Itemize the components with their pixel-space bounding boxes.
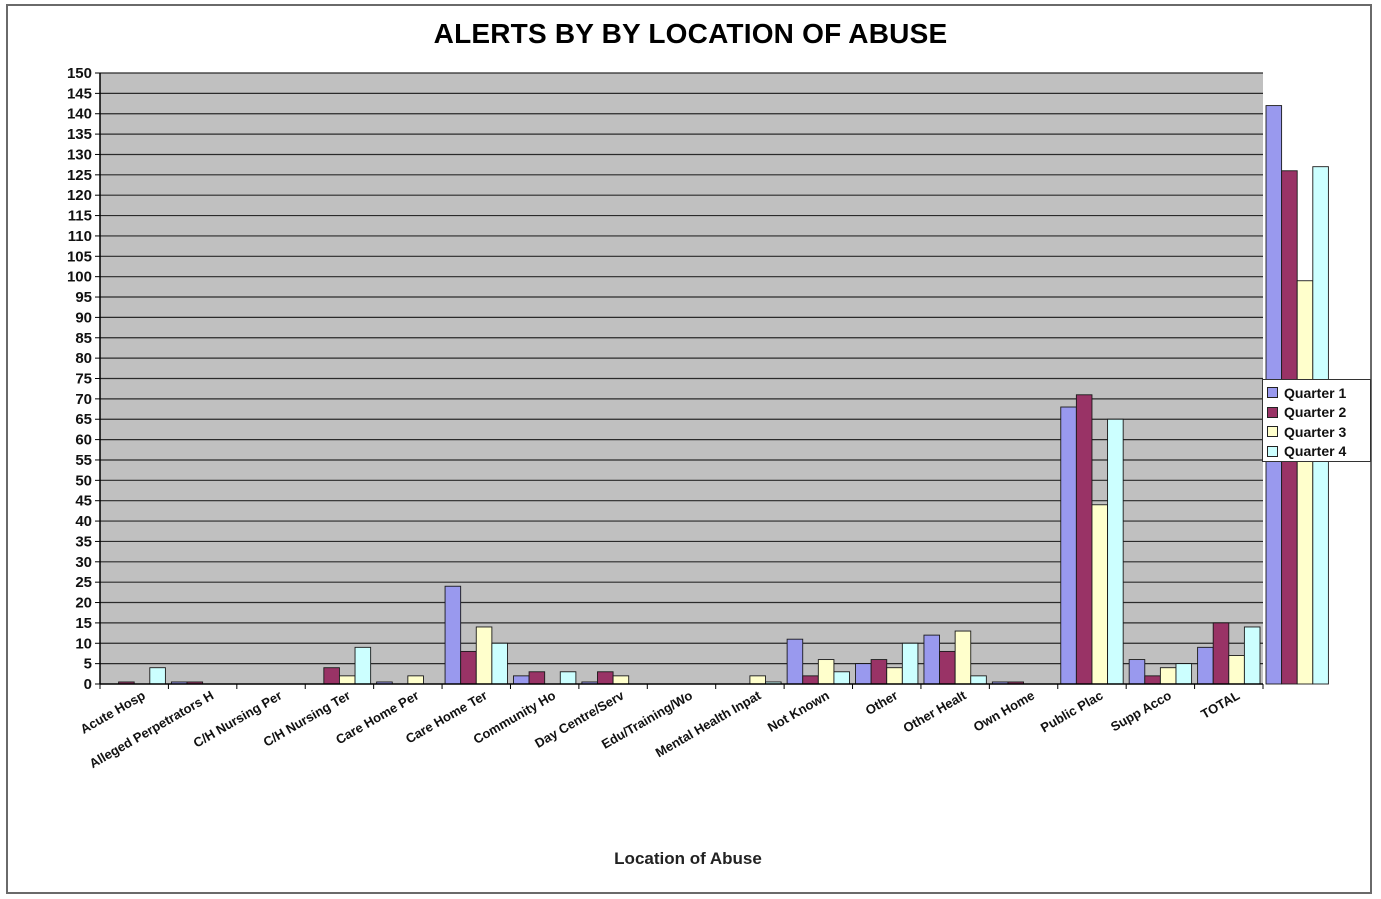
x-category-label: Own Home [971, 688, 1037, 735]
y-tick-label: 95 [75, 289, 92, 306]
bar-quarter-2 [1075, 394, 1093, 685]
bar-quarter-1 [1197, 646, 1214, 685]
bar-quarter-3 [407, 675, 424, 685]
bar-quarter-3 [1091, 504, 1109, 685]
bar-quarter-3 [886, 667, 903, 685]
y-tick-label: 35 [75, 533, 92, 550]
legend-label-q4: Quarter 4 [1284, 443, 1347, 460]
bar-quarter-4 [901, 642, 919, 685]
legend-label-q1: Quarter 1 [1284, 384, 1347, 401]
y-tick-label: 30 [75, 554, 92, 571]
y-tick-label: 10 [75, 635, 92, 652]
bar-quarter-4 [833, 671, 850, 685]
bar-quarter-4 [1175, 663, 1193, 685]
y-tick-label: 40 [75, 513, 92, 530]
y-tick-label: 100 [67, 269, 92, 286]
bar-quarter-2 [1212, 622, 1230, 685]
x-category-label: TOTAL [1198, 688, 1242, 722]
y-tick-label: 70 [75, 391, 92, 408]
bar-quarter-3 [612, 675, 630, 685]
legend-item-q4: Quarter 4 [1267, 442, 1366, 462]
bar-quarter-2 [870, 659, 888, 685]
bar-quarter-2 [1144, 675, 1161, 685]
bar-quarter-3 [749, 675, 766, 685]
legend-swatch-q4 [1267, 445, 1278, 457]
legend: Quarter 1 Quarter 2 Quarter 3 Quarter 4 [1262, 379, 1371, 462]
bar-quarter-1 [1060, 406, 1077, 685]
bar-quarter-1 [855, 663, 872, 685]
y-tick-label: 120 [67, 187, 92, 204]
x-category-label: Alleged Perpetrators H [87, 688, 217, 771]
y-tick-label: 20 [75, 595, 92, 612]
y-tick-label: 75 [75, 371, 92, 388]
bar-quarter-2 [939, 650, 956, 685]
y-tick-label: 110 [68, 228, 92, 245]
bar-quarter-1 [513, 675, 530, 685]
bar-quarter-1 [786, 638, 804, 685]
bar-quarter-3 [475, 626, 493, 685]
y-tick-label: 125 [67, 167, 92, 184]
x-category-label: Supp Acco [1108, 688, 1174, 735]
legend-label-q3: Quarter 3 [1284, 423, 1347, 440]
bar-quarter-1 [1128, 659, 1146, 685]
bar-quarter-4 [354, 646, 372, 685]
chart-title: ALERTS BY BY LOCATION OF ABUSE [433, 18, 948, 49]
x-category-label: Not Known [765, 688, 832, 735]
bar-quarter-3 [817, 659, 835, 685]
bar-quarter-3 [338, 675, 356, 685]
bar-quarter-1 [923, 634, 940, 685]
y-tick-label: 150 [67, 65, 92, 82]
y-tick-label: 65 [75, 411, 92, 428]
y-tick-label: 90 [75, 309, 92, 326]
y-tick-label: 55 [75, 452, 92, 469]
bar-quarter-1 [444, 585, 462, 685]
bar-quarter-4 [1243, 626, 1261, 685]
y-tick-label: 50 [75, 472, 92, 489]
legend-item-q2: Quarter 2 [1267, 403, 1366, 423]
x-category-label: Other Healt [900, 687, 969, 735]
bar-quarter-2 [528, 671, 546, 685]
bar-quarter-2 [323, 667, 340, 685]
y-tick-label: 60 [75, 432, 92, 449]
y-axis-ticks: 0 5 10 15 20 25 30 35 40 45 50 55 60 65 70 75 80 85 90 95 10… [67, 65, 100, 693]
y-tick-label: 130 [67, 146, 92, 163]
y-tick-label: 85 [75, 330, 92, 347]
bar-quarter-4 [149, 667, 166, 685]
x-category-label: Other [863, 688, 901, 718]
legend-swatch-q2 [1267, 406, 1278, 418]
y-tick-label: 145 [67, 85, 92, 102]
bar-quarter-3 [954, 630, 972, 685]
bar-quarter-3 [1296, 280, 1314, 685]
bar-quarter-4 [1107, 418, 1124, 685]
bar-quarter-4 [559, 671, 577, 685]
y-tick-label: 105 [67, 248, 92, 265]
bar-quarter-3 [1228, 655, 1245, 685]
bar-quarter-4 [970, 675, 987, 685]
x-axis-title: Location of Abuse [614, 849, 762, 868]
legend-item-q1: Quarter 1 [1267, 383, 1366, 403]
y-tick-label: 5 [84, 656, 92, 673]
y-tick-label: 80 [75, 350, 92, 367]
y-tick-label: 0 [84, 676, 92, 693]
y-tick-label: 140 [67, 106, 92, 123]
y-tick-label: 15 [75, 615, 92, 632]
bar-quarter-2 [802, 675, 819, 685]
bar-quarter-3 [1159, 667, 1177, 685]
x-category-label: Public Plac [1038, 688, 1106, 736]
legend-label-q2: Quarter 2 [1284, 404, 1347, 421]
legend-item-q3: Quarter 3 [1267, 422, 1366, 442]
y-tick-label: 25 [75, 574, 92, 591]
bar-quarter-2 [460, 650, 477, 685]
y-tick-label: 45 [75, 493, 92, 510]
bar-quarter-2 [597, 671, 614, 685]
legend-swatch-q3 [1267, 426, 1278, 438]
y-tick-label: 135 [67, 126, 92, 143]
bar-quarter-4 [491, 642, 508, 685]
y-tick-label: 115 [68, 208, 92, 225]
legend-swatch-q1 [1267, 387, 1278, 399]
